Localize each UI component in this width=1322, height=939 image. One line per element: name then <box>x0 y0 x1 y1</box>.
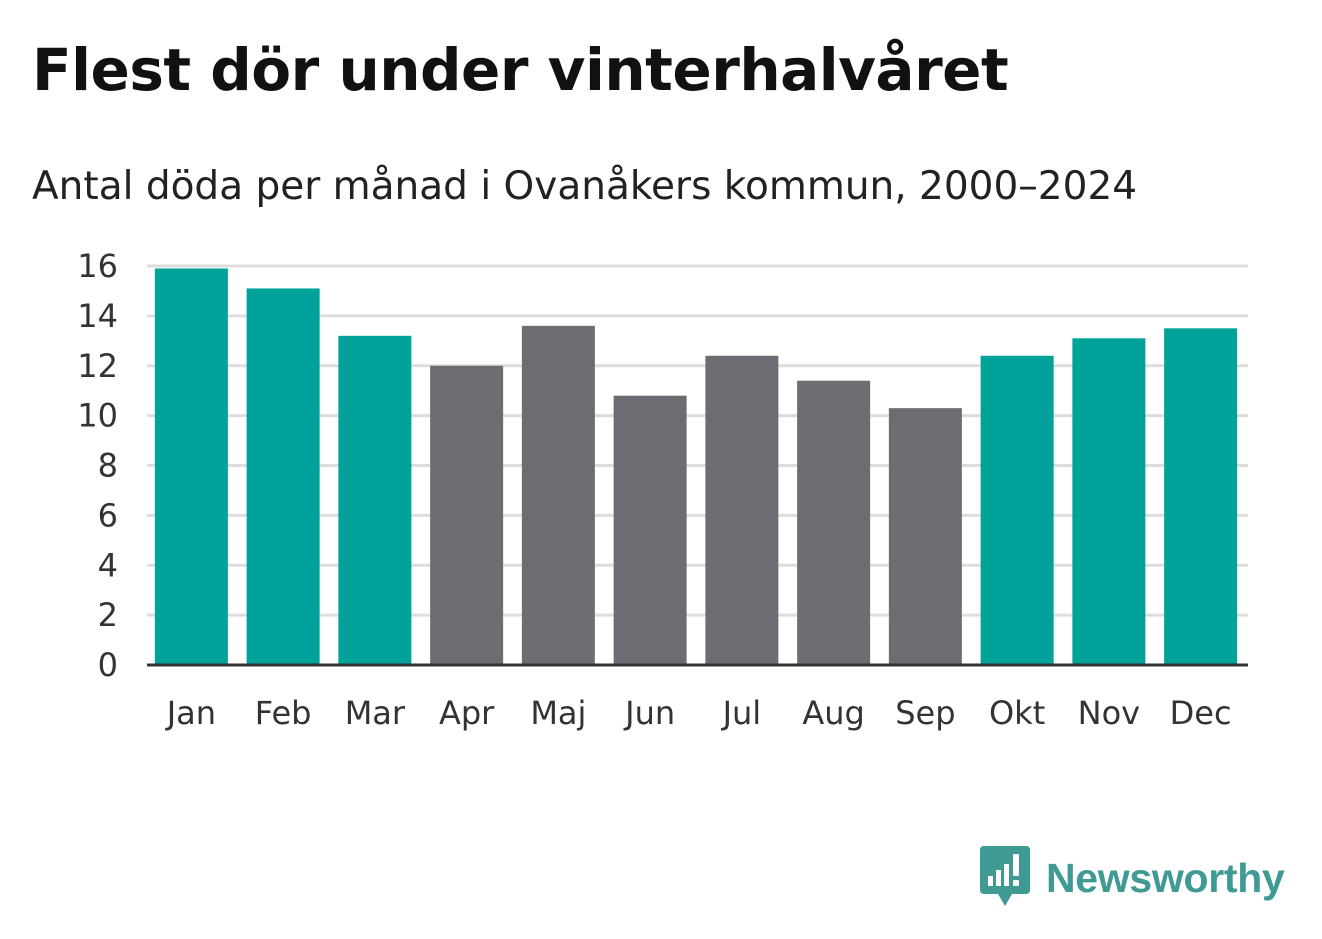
y-tick-label-6: 6 <box>98 496 118 534</box>
bar-aug <box>797 380 871 665</box>
chart-subtitle: Antal döda per månad i Ovanåkers kommun,… <box>32 164 1138 209</box>
bar-jan <box>154 268 228 665</box>
newsworthy-wordmark: Newsworthy <box>1046 854 1285 901</box>
bar-nov <box>1072 338 1146 665</box>
newsworthy-logo: Newsworthy <box>980 846 1285 910</box>
x-tick-label-mar: Mar <box>345 694 406 732</box>
bar-dec <box>1164 328 1238 665</box>
y-tick-label-14: 14 <box>77 297 118 335</box>
y-tick-label-16: 16 <box>77 247 118 285</box>
newsworthy-logo-icon <box>980 846 1030 906</box>
bar-apr <box>430 365 504 665</box>
x-tick-label-dec: Dec <box>1170 694 1232 732</box>
bars <box>154 268 1238 665</box>
x-tick-label-nov: Nov <box>1078 694 1140 732</box>
y-tick-label-0: 0 <box>98 646 118 684</box>
x-tick-label-apr: Apr <box>439 694 495 732</box>
x-tick-label-jul: Jul <box>721 694 762 732</box>
y-tick-label-2: 2 <box>98 596 118 634</box>
bar-okt <box>980 355 1054 665</box>
y-tick-label-8: 8 <box>98 447 118 485</box>
bar-feb <box>246 288 320 665</box>
bar-mar <box>338 335 412 665</box>
y-tick-label-4: 4 <box>98 546 118 584</box>
grid-lines <box>147 264 1248 617</box>
bar-sep <box>888 408 962 665</box>
x-tick-label-maj: Maj <box>530 694 586 732</box>
x-tick-label-aug: Aug <box>802 694 864 732</box>
bar-jun <box>613 395 687 665</box>
x-tick-label-jan: Jan <box>165 694 216 732</box>
x-tick-label-sep: Sep <box>895 694 955 732</box>
y-tick-label-12: 12 <box>77 347 118 385</box>
x-tick-label-jun: Jun <box>623 694 675 732</box>
y-tick-label-10: 10 <box>77 397 118 435</box>
bar-maj <box>521 325 595 665</box>
bar-chart: 0 2 4 6 8 10 12 14 16 Jan Feb Mar Apr Maj Jun Jul Aug Sep… <box>77 247 1248 732</box>
chart-title: Flest dör under vinterhalvåret <box>32 36 1009 104</box>
x-tick-label-feb: Feb <box>255 694 312 732</box>
labels: 0 2 4 6 8 10 12 14 16 Jan Feb Mar Apr Maj Jun Jul Aug Sep… <box>77 247 1231 732</box>
bar-jul <box>705 355 779 665</box>
x-tick-label-okt: Okt <box>989 694 1045 732</box>
